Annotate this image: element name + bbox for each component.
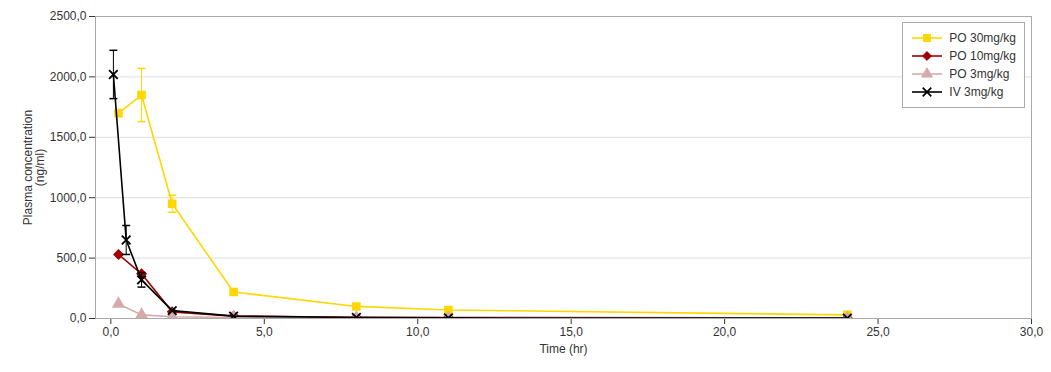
svg-text:1000,0: 1000,0	[50, 191, 87, 205]
svg-text:500,0: 500,0	[56, 251, 86, 265]
html-text:IV 3mg/kg: IV 3mg/kg	[949, 85, 1004, 99]
svg-text:0,0: 0,0	[70, 311, 87, 325]
svg-text:5,0: 5,0	[256, 325, 273, 339]
svg-text:Time (hr): Time (hr)	[539, 342, 587, 356]
svg-text:15,0: 15,0	[559, 325, 583, 339]
svg-text:2500,0: 2500,0	[50, 9, 87, 23]
svg-text:30,0: 30,0	[1020, 325, 1044, 339]
svg-text:25,0: 25,0	[866, 325, 890, 339]
svg-text:10,0: 10,0	[406, 325, 430, 339]
html-text:PO 3mg/kg: PO 3mg/kg	[949, 67, 1010, 81]
svg-text:Plasma concentration(ng/ml): Plasma concentration(ng/ml)	[21, 110, 47, 225]
html-text:PO 10mg/kg: PO 10mg/kg	[949, 49, 1016, 63]
html-text:PO 30mg/kg: PO 30mg/kg	[949, 31, 1016, 45]
svg-text:20,0: 20,0	[713, 325, 737, 339]
svg-text:1500,0: 1500,0	[50, 130, 87, 144]
svg-text:0,0: 0,0	[103, 325, 120, 339]
svg-text:2000,0: 2000,0	[50, 70, 87, 84]
